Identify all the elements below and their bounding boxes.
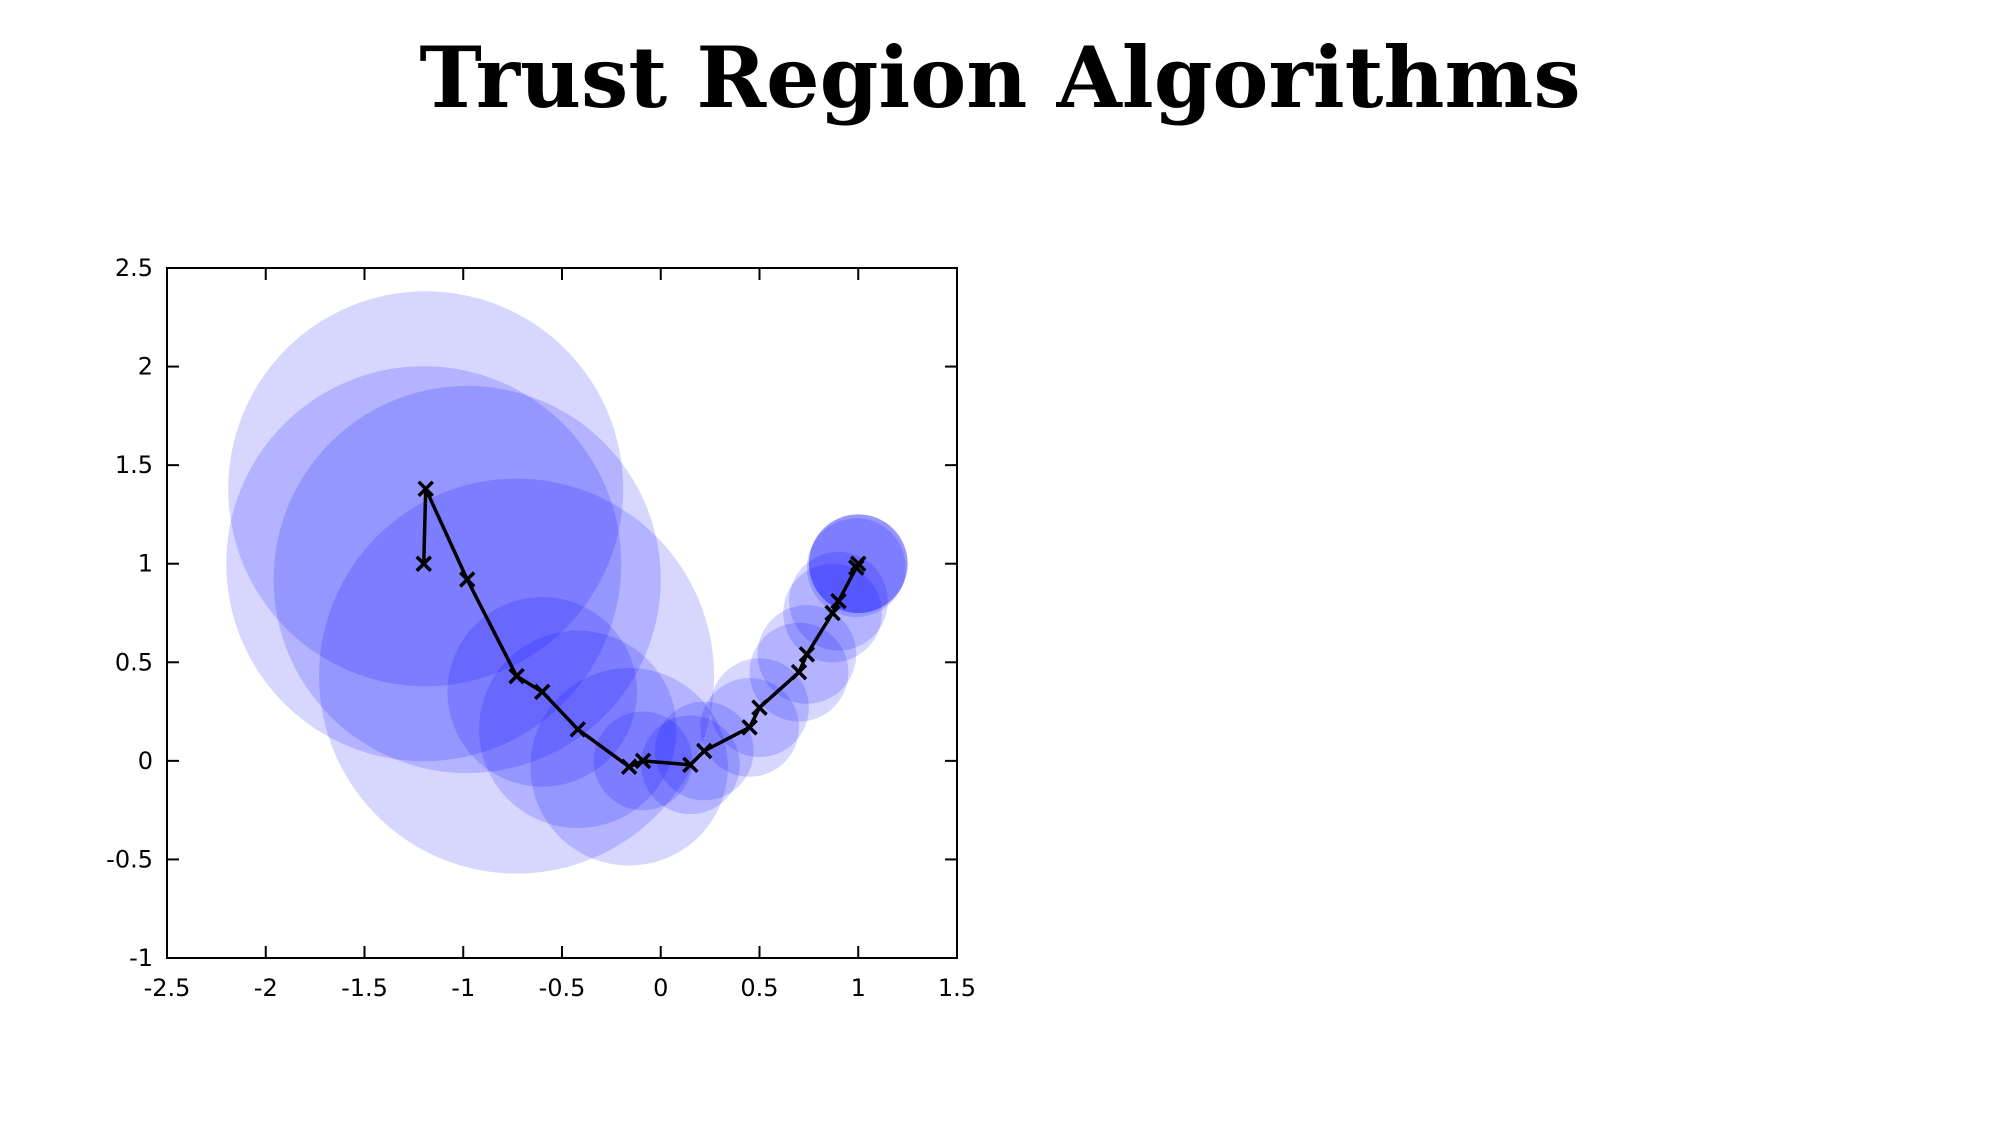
- iterate-marker: [417, 480, 434, 498]
- y-tick-label: 0: [138, 747, 153, 775]
- x-tick-label: -1: [451, 974, 475, 1002]
- trust-region-circles: [226, 291, 908, 874]
- iterate-marker: [508, 667, 525, 685]
- y-tick-labels: 2.5 2 1.5 1 0.5 0 -0.5 -1: [106, 254, 153, 972]
- y-tick-label: 0.5: [115, 648, 153, 676]
- y-tick-label: 1: [138, 550, 153, 578]
- y-tick-label: 1.5: [115, 451, 153, 479]
- iterate-marker: [850, 555, 867, 572]
- iterate-marker: [790, 663, 808, 681]
- iterate-marker: [569, 721, 587, 738]
- iterate-marker: [415, 555, 432, 572]
- x-tick-label: 0.5: [740, 974, 778, 1002]
- slide-title: Trust Region Algorithms: [419, 28, 1581, 127]
- y-tick-label: 2: [138, 353, 153, 381]
- y-tick-label: 2.5: [115, 254, 153, 282]
- iterate-marker: [458, 571, 476, 588]
- iterate-marker: [824, 604, 841, 622]
- plot-axes: [166, 267, 958, 959]
- iterate-marker: [741, 719, 758, 736]
- iterate-path: [415, 480, 867, 776]
- x-tick-label: 1: [851, 974, 866, 1002]
- x-tick-labels: -2.5 -2 -1.5 -1 -0.5 0 0.5 1 1.5: [144, 974, 977, 1002]
- iterate-marker: [620, 758, 638, 776]
- iterate-marker: [634, 752, 652, 770]
- x-tick-label: -2.5: [144, 974, 191, 1002]
- iterate-marker: [830, 592, 847, 610]
- iterate-marker: [534, 683, 551, 701]
- x-tick-label: 1.5: [938, 974, 976, 1002]
- x-tick-label: -2: [254, 974, 278, 1002]
- x-tick-label: 0: [653, 974, 668, 1002]
- x-tick-label: -1.5: [341, 974, 388, 1002]
- iterate-marker: [695, 742, 713, 760]
- iterate-marker: [682, 756, 699, 774]
- x-tick-label: -0.5: [539, 974, 586, 1002]
- y-tick-label: -1: [129, 944, 153, 972]
- y-tick-label: -0.5: [106, 845, 153, 873]
- iterate-marker: [798, 646, 816, 663]
- iterate-marker: [751, 699, 768, 716]
